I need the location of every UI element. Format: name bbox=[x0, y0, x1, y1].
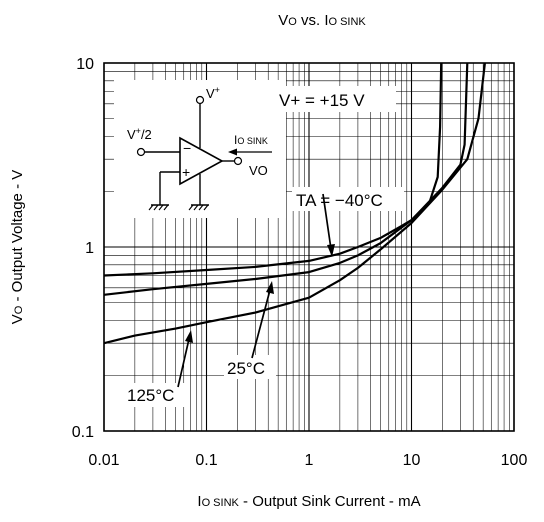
y-tick-label: 10 bbox=[76, 56, 94, 73]
opamp-schematic: V+ − + V+/2 VO IO SINK bbox=[114, 80, 286, 218]
y-tick-labels: 0.1 1 10 bbox=[72, 56, 94, 441]
arrow-125 bbox=[177, 338, 190, 388]
output-terminal bbox=[233, 156, 243, 166]
arrow-ta bbox=[322, 193, 332, 250]
y-axis-label: VO - Output Voltage - V bbox=[9, 170, 26, 325]
ta-label-box bbox=[292, 187, 404, 211]
label-25-box bbox=[224, 355, 276, 379]
plot-frame bbox=[103, 62, 515, 432]
sink-arrow-head bbox=[228, 148, 237, 156]
series-line-1 bbox=[103, 62, 443, 277]
vplus-label: V+ = +15 V bbox=[279, 91, 365, 110]
arrow-125-head bbox=[185, 330, 193, 343]
x-tick-label: 0.1 bbox=[195, 452, 217, 469]
plus-input-sign: + bbox=[182, 164, 190, 180]
series-layer bbox=[103, 62, 486, 345]
series-line-3 bbox=[103, 62, 486, 345]
arrow-25-head bbox=[266, 281, 274, 294]
x-tick-label: 10 bbox=[403, 452, 421, 469]
minus-input-sign: − bbox=[183, 140, 191, 156]
x-axis-label: IO SINK - Output Sink Current - mA bbox=[197, 493, 420, 510]
ta-label: TA = −40°C bbox=[296, 191, 383, 210]
vplus-label-box bbox=[276, 86, 396, 112]
ground-hatch-plus bbox=[148, 204, 169, 211]
label-125: 125°C bbox=[127, 386, 174, 405]
x-tick-labels: 0.01 0.1 1 10 100 bbox=[88, 452, 527, 469]
opamp-triangle bbox=[179, 136, 224, 186]
ground-hatch-minus bbox=[188, 204, 209, 211]
arrow-ta-head bbox=[327, 244, 335, 257]
sink-label: IO SINK bbox=[234, 133, 268, 147]
series-line-2 bbox=[103, 62, 469, 296]
x-tick-label: 1 bbox=[305, 452, 314, 469]
supply-terminal bbox=[195, 95, 205, 105]
label-25: 25°C bbox=[227, 359, 265, 378]
leader-arrows bbox=[177, 193, 335, 388]
y-tick-label: 1 bbox=[85, 240, 94, 257]
x-tick-label: 0.01 bbox=[88, 452, 119, 469]
arrow-25 bbox=[251, 289, 271, 359]
bias-terminal bbox=[136, 147, 146, 157]
x-tick-label: 100 bbox=[501, 452, 528, 469]
bias-label: V+/2 bbox=[127, 126, 152, 142]
chart-title: VO vs. IO SINK bbox=[278, 12, 366, 29]
y-tick-label: 0.1 bbox=[72, 424, 94, 441]
output-label: VO bbox=[249, 163, 268, 178]
